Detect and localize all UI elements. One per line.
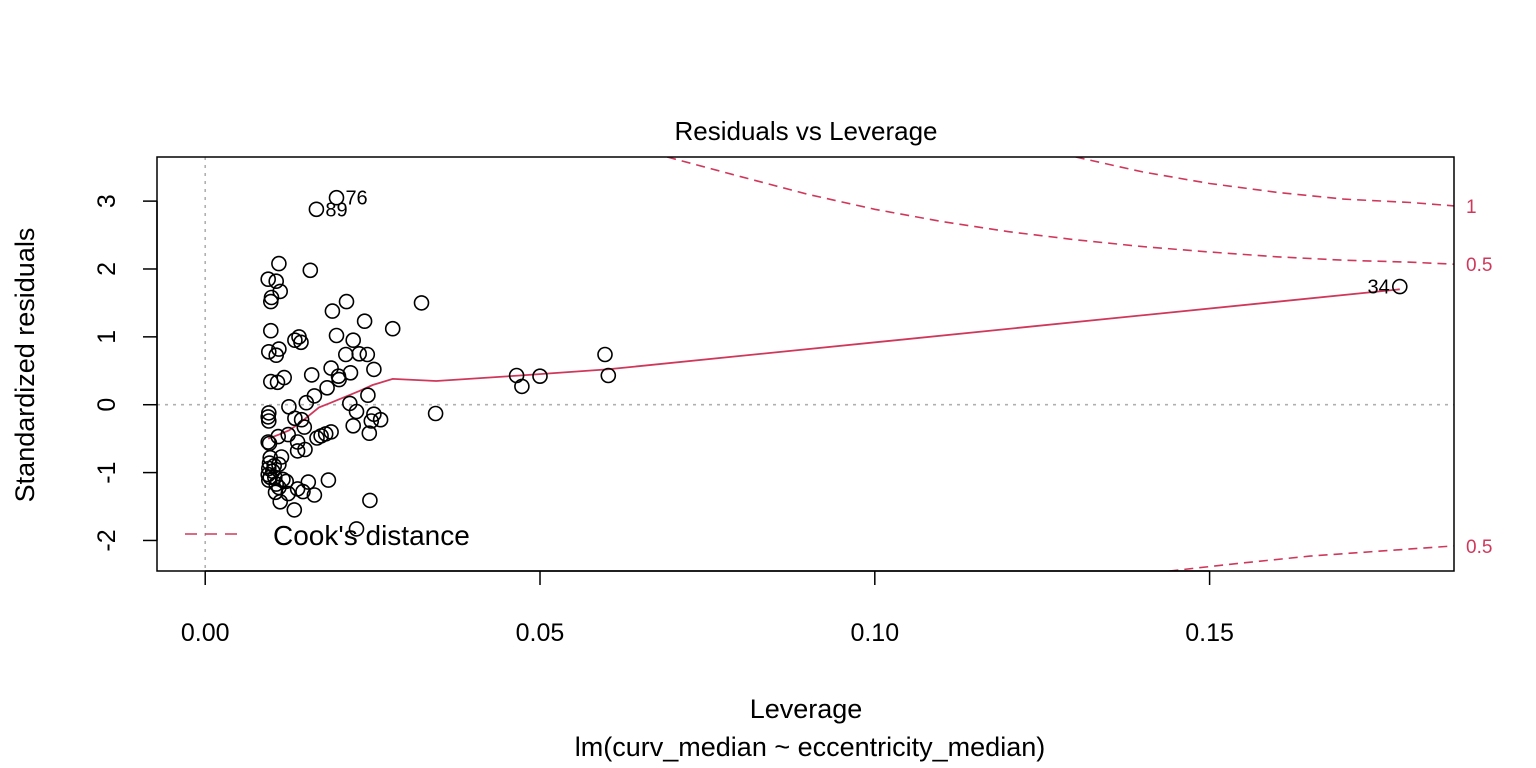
data-point — [280, 426, 297, 443]
data-point — [260, 466, 277, 483]
data-point — [286, 502, 303, 518]
cook-distance-contour-3 — [1169, 545, 1454, 571]
data-point — [295, 483, 311, 500]
data-points — [260, 189, 1408, 537]
plot-frame — [156, 156, 1455, 572]
point-label: 34 — [1368, 277, 1390, 299]
data-point — [298, 394, 315, 411]
data-point — [320, 472, 337, 488]
data-point — [342, 364, 359, 381]
y-tick-label: 3 — [93, 194, 121, 208]
data-point — [302, 262, 319, 279]
cook-distance-contour-2 — [666, 157, 1454, 265]
data-point — [260, 343, 277, 360]
data-point — [268, 476, 285, 492]
data-point — [262, 293, 279, 310]
data-point — [293, 411, 310, 428]
data-point — [348, 403, 365, 420]
smoothed-trend-line — [267, 288, 1400, 440]
cook-contour-level-label: 0.5 — [1466, 537, 1492, 558]
data-point — [296, 419, 313, 435]
data-point — [328, 189, 345, 206]
data-point — [427, 405, 444, 422]
data-point — [413, 295, 430, 311]
data-point — [351, 345, 368, 362]
point-label: 76 — [345, 188, 367, 210]
data-point — [262, 322, 279, 339]
data-point — [266, 469, 283, 486]
data-point — [384, 320, 401, 337]
cook-distance-contour-1 — [1075, 157, 1454, 207]
x-tick-label: 0.00 — [181, 619, 230, 647]
data-point — [324, 303, 341, 319]
data-point — [287, 332, 303, 349]
data-point — [366, 361, 382, 378]
x-tick-label: 0.15 — [1185, 619, 1234, 647]
data-point — [363, 413, 380, 429]
y-axis: -2 -1 0 1 2 3 — [93, 194, 158, 552]
legend-label: Cook's distance — [273, 520, 470, 551]
data-point — [289, 443, 306, 459]
data-point — [532, 368, 548, 385]
cook-contour-level-label: 0.5 — [1466, 255, 1492, 276]
data-point — [262, 373, 279, 390]
data-point — [268, 347, 285, 364]
x-axis: 0.00 0.05 0.10 0.15 — [181, 570, 1234, 647]
data-point — [338, 293, 355, 310]
data-point — [293, 334, 309, 351]
data-point — [260, 413, 277, 429]
data-point — [287, 410, 303, 427]
y-tick-label: -2 — [93, 529, 121, 551]
data-point — [361, 425, 378, 442]
data-point — [600, 367, 617, 384]
plot-content — [157, 157, 1454, 571]
y-tick-label: 2 — [93, 262, 121, 276]
data-point — [356, 313, 373, 330]
point-label: 89 — [325, 199, 347, 221]
data-point — [269, 374, 286, 391]
data-point — [280, 485, 297, 502]
data-point — [267, 484, 284, 501]
data-point — [1392, 278, 1408, 295]
data-point — [319, 379, 335, 396]
data-point — [359, 346, 376, 363]
data-point — [328, 327, 345, 344]
legend: Cook's distance — [185, 520, 470, 551]
data-point — [260, 434, 277, 450]
data-point — [308, 201, 325, 218]
data-point — [297, 441, 313, 458]
data-point — [271, 255, 287, 272]
data-point — [345, 417, 362, 434]
data-point — [309, 430, 325, 446]
data-point — [331, 371, 347, 388]
data-point — [348, 521, 365, 537]
data-point — [362, 492, 378, 509]
data-point — [303, 367, 320, 383]
x-tick-label: 0.10 — [850, 619, 899, 647]
data-point — [306, 487, 323, 503]
data-point — [372, 411, 389, 428]
data-point — [597, 346, 613, 363]
data-point — [337, 346, 354, 363]
model-formula-subtitle: lm(curv_median ~ eccentricity_median) — [575, 732, 1045, 762]
y-axis-label: Standardized residuals — [10, 228, 40, 503]
data-point — [514, 378, 530, 395]
data-point — [268, 273, 285, 290]
data-point — [345, 332, 362, 349]
x-axis-label: Leverage — [750, 694, 863, 724]
data-point — [272, 493, 289, 510]
y-tick-label: 1 — [93, 330, 121, 344]
data-point — [360, 387, 376, 404]
chart-title: Residuals vs Leverage — [674, 116, 937, 146]
data-point — [260, 271, 277, 288]
y-tick-label: 0 — [93, 398, 121, 412]
cook-contour-level-label: 1 — [1466, 197, 1477, 218]
y-tick-label: -1 — [93, 461, 121, 483]
x-tick-label: 0.05 — [516, 619, 565, 647]
